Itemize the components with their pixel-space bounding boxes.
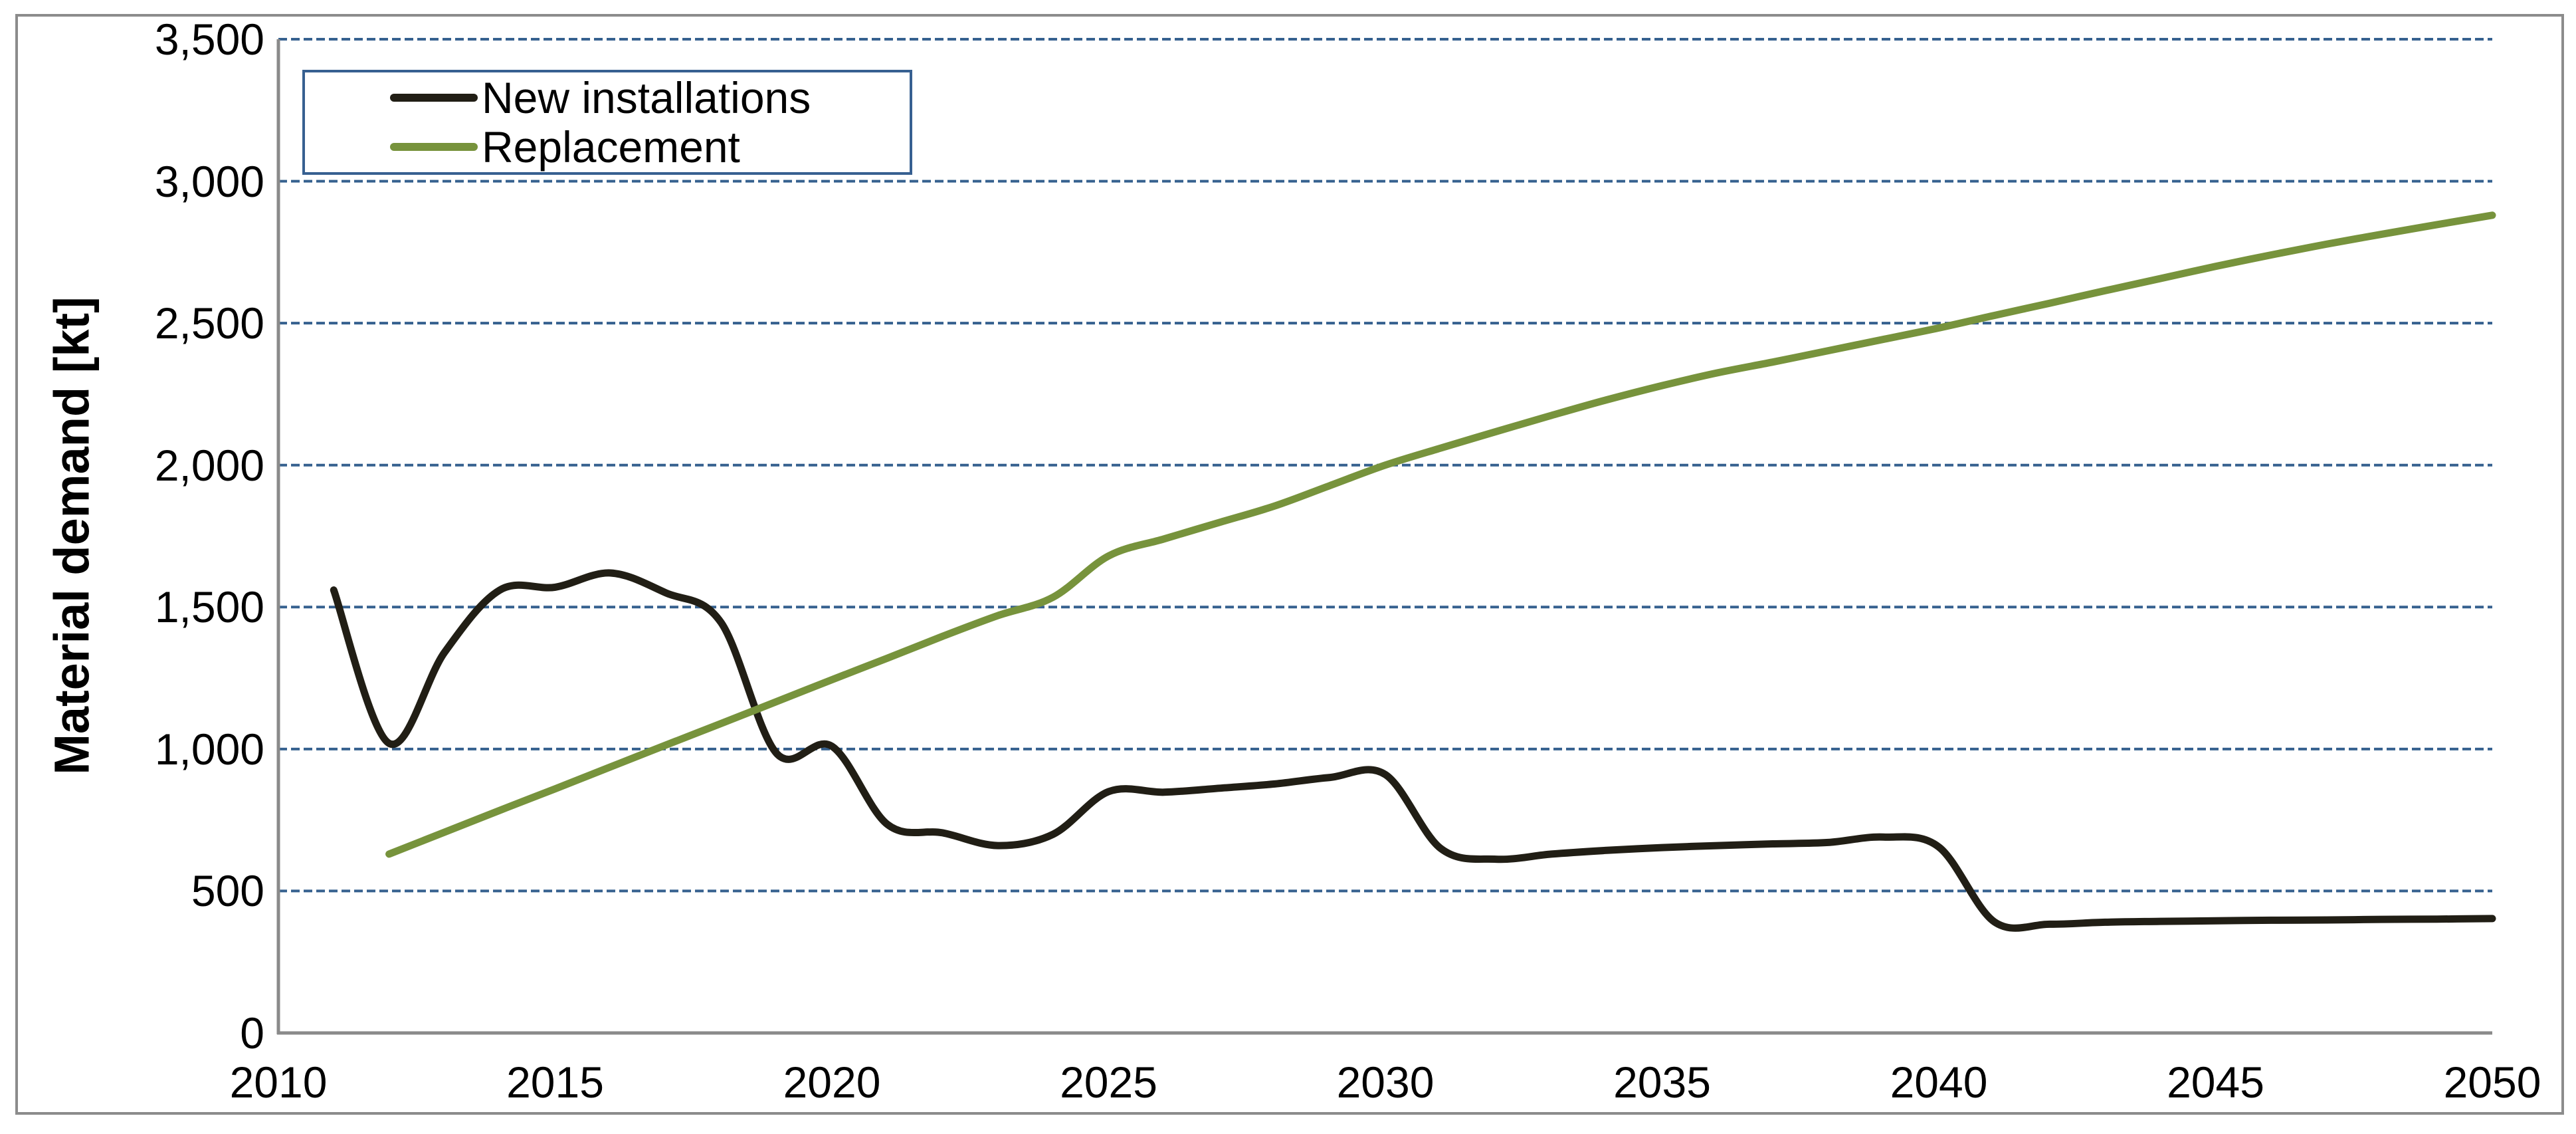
x-tick-label-2030: 2030 [1336, 1058, 1435, 1107]
series-new-installations-line [330, 569, 2496, 932]
legend-item-replacement: Replacement [305, 122, 910, 171]
replacement-line-swatch [390, 143, 478, 151]
y-tick-label-1,500: 1,500 [154, 582, 264, 632]
y-tick-label-1,000: 1,000 [154, 724, 264, 774]
x-tick-label-2040: 2040 [1890, 1058, 1988, 1107]
y-tick-label-2,000: 2,000 [154, 440, 264, 490]
x-tick-label-2020: 2020 [783, 1058, 881, 1107]
legend-item-new-installations: New installations [305, 73, 910, 122]
legend-label-replacement: Replacement [482, 122, 740, 171]
legend: New installations Replacement [302, 70, 912, 175]
y-axis-title: Material demand [kt] [44, 296, 100, 775]
x-tick-label-2045: 2045 [2167, 1058, 2264, 1107]
y-tick-label-0: 0 [240, 1008, 264, 1058]
new-installations-line-swatch [390, 94, 478, 102]
y-tick-label-3,000: 3,000 [154, 156, 264, 206]
series-replacement-line [385, 211, 2496, 858]
x-tick-label-2025: 2025 [1060, 1058, 1157, 1107]
y-tick-label-500: 500 [191, 866, 264, 916]
x-tick-label-2050: 2050 [2443, 1058, 2541, 1107]
y-tick-label-2,500: 2,500 [154, 298, 264, 348]
x-tick-label-2035: 2035 [1613, 1058, 1711, 1107]
y-tick-label-3,500: 3,500 [154, 15, 264, 64]
x-tick-label-2015: 2015 [506, 1058, 604, 1107]
x-tick-label-2010: 2010 [229, 1058, 328, 1107]
chart-frame [15, 14, 2564, 1115]
legend-label-new-installations: New installations [482, 73, 811, 122]
